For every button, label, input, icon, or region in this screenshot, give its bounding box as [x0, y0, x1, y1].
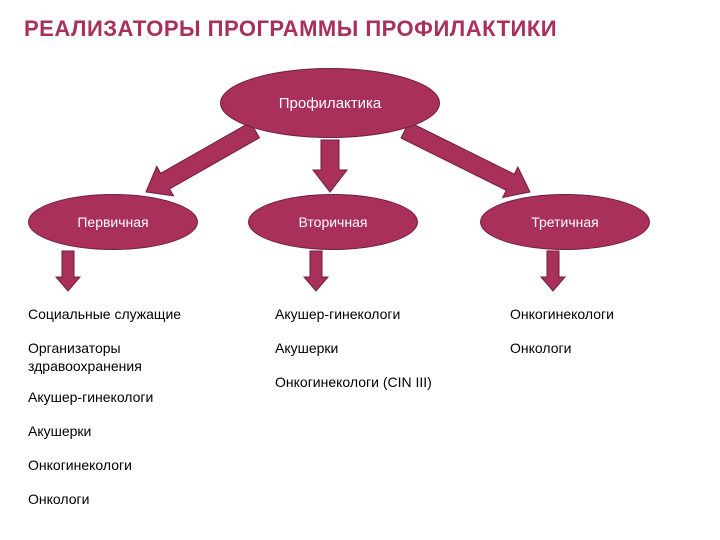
root-arrow-0	[146, 122, 259, 196]
branch-node-tertiary: Третичная	[480, 194, 650, 250]
small-arrow-2	[541, 251, 565, 291]
list-item-primary-0: Социальные служащие	[28, 306, 181, 324]
list-item-primary-2: Акушер-гинекологи	[28, 389, 153, 407]
page-title: РЕАЛИЗАТОРЫ ПРОГРАММЫ ПРОФИЛАКТИКИ	[24, 16, 557, 42]
small-arrow-0	[56, 251, 80, 291]
root-node: Профилактика	[220, 68, 440, 138]
list-item-primary-1: Организаторы здравоохранения	[28, 340, 142, 375]
branch-node-primary: Первичная	[28, 194, 198, 250]
list-item-tertiary-1: Онкологи	[510, 340, 571, 358]
list-item-primary-4: Онкогинекологи	[28, 457, 132, 475]
list-item-primary-5: Онкологи	[28, 491, 89, 509]
root-arrow-1	[313, 140, 347, 192]
list-item-secondary-2: Онкогинекологи (CIN III)	[275, 374, 432, 392]
list-item-secondary-1: Акушерки	[275, 340, 338, 358]
list-item-tertiary-0: Онкогинекологи	[510, 306, 614, 324]
branch-node-secondary: Вторичная	[248, 194, 418, 250]
root-arrow-2	[401, 122, 530, 198]
list-item-secondary-0: Акушер-гинекологи	[275, 306, 400, 324]
list-item-primary-3: Акушерки	[28, 423, 91, 441]
small-arrow-1	[304, 251, 328, 291]
